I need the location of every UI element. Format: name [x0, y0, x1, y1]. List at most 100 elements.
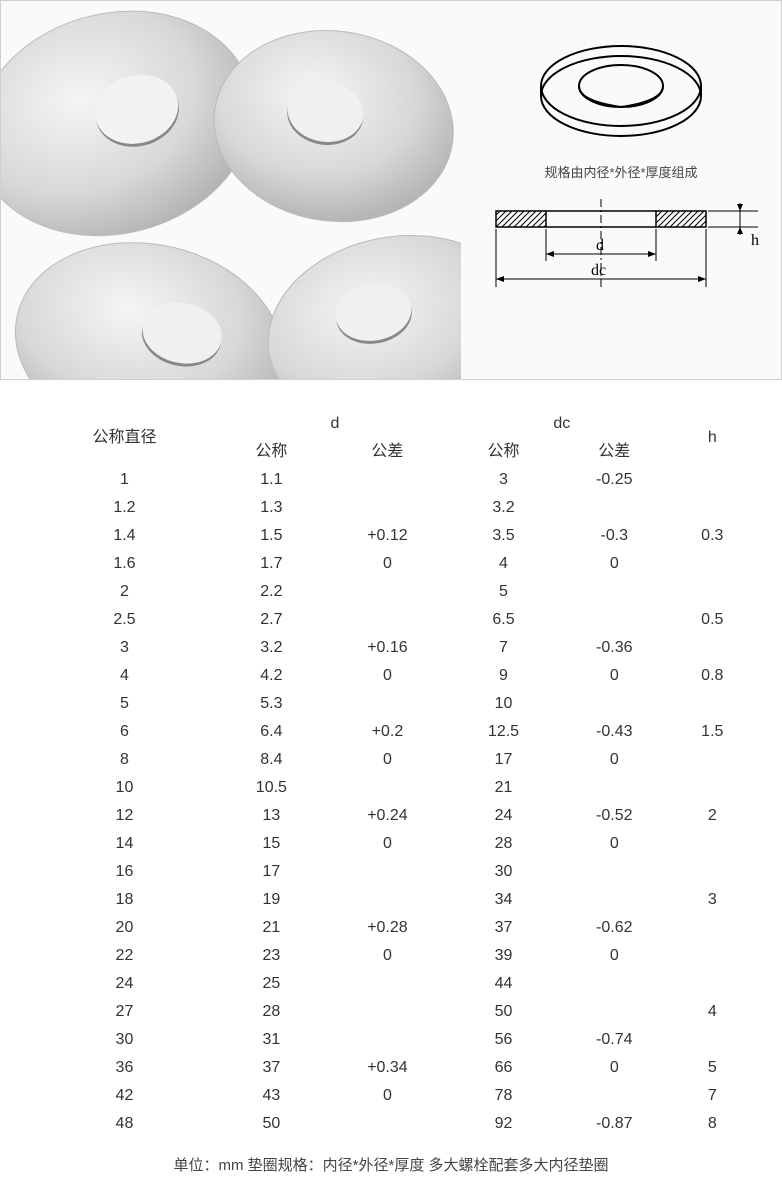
cell-d_nom: 3.2 [219, 634, 324, 662]
table-row: 1819343 [30, 886, 752, 914]
cell-h: 0.5 [673, 606, 752, 634]
cell-h: 2 [673, 802, 752, 830]
cell-d_tol: +0.12 [324, 522, 451, 550]
cell-d_tol: 0 [324, 746, 451, 774]
cell-h: 5 [673, 1054, 752, 1082]
cell-d_tol: +0.2 [324, 718, 451, 746]
label-d: d [596, 237, 604, 254]
cell-d_tol [324, 466, 451, 494]
table-row: 22230390 [30, 942, 752, 970]
cell-nom: 1 [30, 466, 219, 494]
cell-h: 3 [673, 886, 752, 914]
table-row: 1.21.33.2 [30, 494, 752, 522]
cell-d_tol [324, 1110, 451, 1138]
cell-dc_nom: 3 [451, 466, 556, 494]
table-row: 242544 [30, 970, 752, 998]
cell-dc_tol: 0 [556, 550, 673, 578]
cell-dc_tol [556, 774, 673, 802]
table-row: 14150280 [30, 830, 752, 858]
col-h: h [673, 410, 752, 466]
cell-d_tol [324, 886, 451, 914]
cell-dc_tol: -0.74 [556, 1026, 673, 1054]
cell-d_tol [324, 578, 451, 606]
table-row: 66.4+0.212.5-0.431.5 [30, 718, 752, 746]
table-row: 2728504 [30, 998, 752, 1026]
cell-dc_nom: 21 [451, 774, 556, 802]
cell-d_tol [324, 494, 451, 522]
table-row: 303156-0.74 [30, 1026, 752, 1054]
cell-d_tol: 0 [324, 1082, 451, 1110]
cell-nom: 20 [30, 914, 219, 942]
cell-d_nom: 15 [219, 830, 324, 858]
cell-dc_tol: -0.62 [556, 914, 673, 942]
cell-dc_nom: 6.5 [451, 606, 556, 634]
cell-nom: 1.6 [30, 550, 219, 578]
cell-d_nom: 19 [219, 886, 324, 914]
cell-dc_tol: -0.36 [556, 634, 673, 662]
cell-nom: 42 [30, 1082, 219, 1110]
cell-d_tol [324, 606, 451, 634]
washer-iso-icon [521, 31, 721, 151]
cell-h: 1.5 [673, 718, 752, 746]
table-row: 55.310 [30, 690, 752, 718]
diagram-caption: 规格由内径*外径*厚度组成 [471, 162, 771, 181]
cell-dc_nom: 44 [451, 970, 556, 998]
cell-d_tol: +0.16 [324, 634, 451, 662]
cell-dc_tol [556, 1082, 673, 1110]
table-row: 3637+0.346605 [30, 1054, 752, 1082]
table-row: 88.40170 [30, 746, 752, 774]
table-row: 11.13-0.25 [30, 466, 752, 494]
cell-h [673, 634, 752, 662]
cell-d_tol: +0.24 [324, 802, 451, 830]
cell-d_tol [324, 998, 451, 1026]
col-dc: dc [451, 410, 673, 438]
table-row: 1.61.7040 [30, 550, 752, 578]
cross-section-icon: h d dc [476, 199, 766, 309]
cell-dc_nom: 24 [451, 802, 556, 830]
cell-dc_nom: 92 [451, 1110, 556, 1138]
cell-dc_tol: -0.3 [556, 522, 673, 550]
cell-dc_nom: 3.5 [451, 522, 556, 550]
cell-dc_tol: 0 [556, 830, 673, 858]
hero-panel: 规格由内径*外径*厚度组成 h [0, 0, 782, 380]
cell-h [673, 830, 752, 858]
cell-dc_nom: 30 [451, 858, 556, 886]
table-row: 161730 [30, 858, 752, 886]
cell-nom: 2 [30, 578, 219, 606]
cell-nom: 18 [30, 886, 219, 914]
table-row: 485092-0.878 [30, 1110, 752, 1138]
cell-dc_tol [556, 606, 673, 634]
cell-d_tol [324, 1026, 451, 1054]
cell-dc_nom: 17 [451, 746, 556, 774]
cell-d_tol: 0 [324, 830, 451, 858]
cell-h [673, 578, 752, 606]
cell-d_nom: 28 [219, 998, 324, 1026]
col-dc-nominal: 公称 [451, 438, 556, 466]
cell-dc_tol [556, 578, 673, 606]
cell-dc_tol [556, 858, 673, 886]
table-row: 22.25 [30, 578, 752, 606]
cell-h: 0.8 [673, 662, 752, 690]
table-row: 1213+0.2424-0.522 [30, 802, 752, 830]
cell-d_nom: 6.4 [219, 718, 324, 746]
cell-d_tol [324, 774, 451, 802]
label-dc: dc [591, 262, 606, 279]
cell-h [673, 1026, 752, 1054]
cell-dc_tol [556, 494, 673, 522]
cell-nom: 1.4 [30, 522, 219, 550]
technical-diagram: 规格由内径*外径*厚度组成 h [471, 31, 771, 312]
table-row: 1.41.5+0.123.5-0.30.3 [30, 522, 752, 550]
cell-h [673, 914, 752, 942]
col-nominal-diameter: 公称直径 [30, 410, 219, 466]
table-row: 2021+0.2837-0.62 [30, 914, 752, 942]
cell-nom: 36 [30, 1054, 219, 1082]
cell-d_nom: 8.4 [219, 746, 324, 774]
cell-h: 7 [673, 1082, 752, 1110]
cell-nom: 27 [30, 998, 219, 1026]
cell-h [673, 970, 752, 998]
cell-d_nom: 21 [219, 914, 324, 942]
cell-d_nom: 31 [219, 1026, 324, 1054]
cell-nom: 22 [30, 942, 219, 970]
table-row: 2.52.76.50.5 [30, 606, 752, 634]
table-row: 42430787 [30, 1082, 752, 1110]
